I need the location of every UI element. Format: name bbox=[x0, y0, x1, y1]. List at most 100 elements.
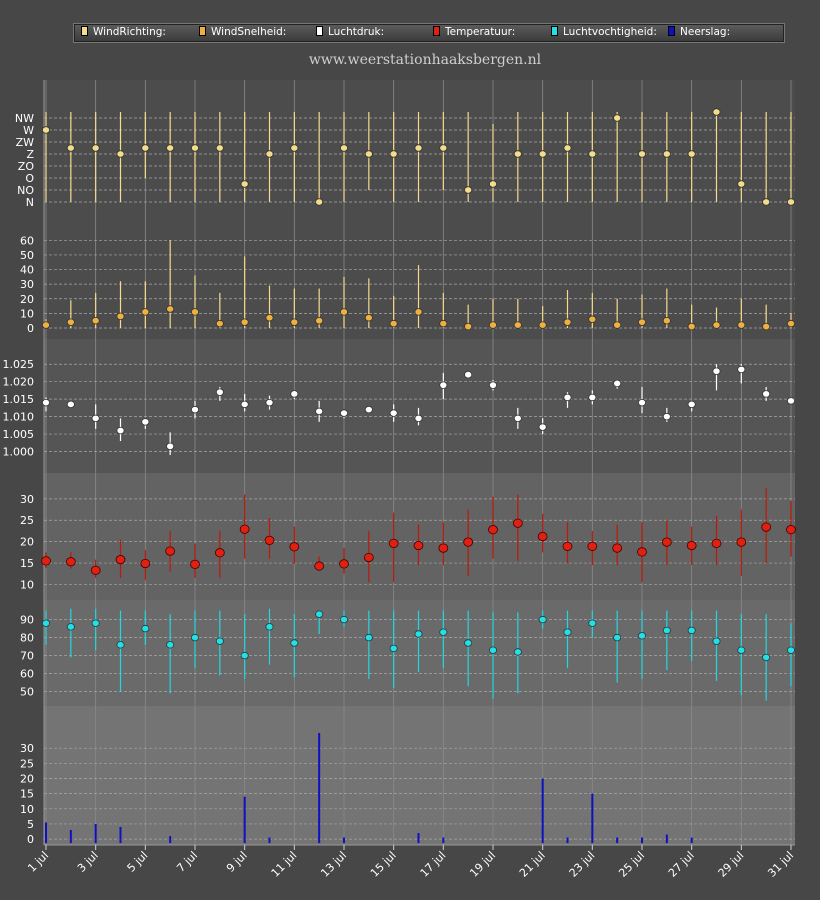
data-point bbox=[414, 414, 423, 423]
y-tick-label: 10 bbox=[20, 803, 34, 816]
data-point bbox=[364, 314, 373, 322]
data-point bbox=[91, 619, 100, 627]
data-point bbox=[563, 393, 572, 402]
y-tick-label: 10 bbox=[20, 578, 34, 591]
y-tick-label: 50 bbox=[20, 249, 34, 262]
data-point bbox=[190, 405, 199, 414]
precipitation-bar bbox=[94, 823, 97, 844]
legend-swatch bbox=[316, 26, 323, 36]
data-point bbox=[215, 388, 224, 396]
data-point bbox=[787, 646, 796, 654]
data-point bbox=[638, 632, 647, 640]
data-point bbox=[290, 144, 299, 152]
y-tick-label: 30 bbox=[20, 278, 34, 291]
data-point bbox=[787, 198, 796, 206]
data-point bbox=[488, 646, 497, 654]
legend-label: Temperatuur: bbox=[445, 26, 516, 38]
data-point bbox=[439, 144, 448, 152]
y-tick-label: 10 bbox=[20, 307, 34, 320]
data-point bbox=[413, 540, 424, 551]
y-tick-label: 1.000 bbox=[3, 446, 35, 459]
data-point bbox=[339, 308, 348, 316]
data-point bbox=[563, 318, 572, 326]
data-point bbox=[42, 398, 51, 407]
data-point bbox=[737, 365, 746, 374]
x-tick-label: 29 jul bbox=[716, 849, 747, 880]
data-point bbox=[762, 390, 771, 398]
data-point bbox=[65, 557, 76, 567]
data-point bbox=[737, 321, 746, 329]
legend-label: WindRichting: bbox=[93, 26, 166, 38]
data-point bbox=[712, 108, 721, 116]
legend-swatch bbox=[551, 26, 558, 36]
data-point bbox=[339, 615, 348, 624]
data-point bbox=[339, 144, 348, 152]
data-point bbox=[91, 414, 100, 423]
precipitation-bar bbox=[442, 837, 445, 844]
precipitation-bar bbox=[119, 826, 122, 844]
data-point bbox=[66, 144, 75, 152]
legend-label: Luchtdruk: bbox=[328, 26, 385, 38]
legend-swatch bbox=[199, 26, 206, 36]
legend-temperature: Temperatuur: bbox=[433, 26, 515, 38]
panel-background bbox=[44, 706, 795, 845]
y-tick-label: NW bbox=[15, 112, 34, 125]
y-tick-label: 1.025 bbox=[3, 358, 35, 371]
data-point bbox=[389, 644, 398, 653]
data-point bbox=[315, 316, 324, 325]
data-point bbox=[141, 308, 150, 316]
x-tick-label: 21 jul bbox=[517, 849, 548, 880]
data-point bbox=[140, 558, 151, 569]
data-point bbox=[91, 316, 100, 325]
precipitation-bar bbox=[616, 837, 619, 844]
data-point bbox=[712, 321, 721, 329]
data-point bbox=[215, 637, 224, 645]
data-point bbox=[265, 398, 274, 407]
legend: WindRichting: WindSnelheid: Luchtdruk: T… bbox=[74, 24, 784, 42]
x-tick-label: 31 jul bbox=[765, 849, 796, 880]
data-point bbox=[588, 393, 597, 402]
data-point bbox=[613, 114, 622, 122]
data-point bbox=[463, 537, 474, 547]
y-tick-label: N bbox=[26, 196, 34, 209]
data-point bbox=[141, 624, 150, 633]
y-tick-label: 1.005 bbox=[3, 428, 35, 441]
y-tick-label: 1.020 bbox=[3, 376, 35, 389]
precipitation-bar bbox=[243, 796, 246, 844]
y-tick-label: 70 bbox=[20, 650, 34, 663]
x-tick-label: 19 jul bbox=[467, 849, 498, 880]
data-point bbox=[116, 426, 125, 435]
data-point bbox=[662, 412, 671, 421]
data-point bbox=[588, 150, 597, 158]
data-point bbox=[91, 144, 100, 152]
data-point bbox=[141, 418, 150, 426]
data-point bbox=[66, 400, 75, 409]
data-point bbox=[711, 538, 722, 548]
data-point bbox=[414, 308, 423, 316]
legend-swatch bbox=[81, 26, 88, 36]
data-point bbox=[42, 321, 51, 329]
legend-precipitation: Neerslag: bbox=[668, 26, 730, 38]
data-point bbox=[166, 442, 175, 450]
precipitation-bar bbox=[417, 833, 420, 844]
data-point bbox=[512, 518, 523, 528]
data-point bbox=[240, 318, 249, 326]
data-point bbox=[214, 548, 225, 558]
data-point bbox=[488, 525, 498, 535]
data-point bbox=[166, 641, 175, 649]
data-point bbox=[315, 610, 324, 618]
data-point bbox=[464, 371, 473, 379]
data-point bbox=[42, 619, 51, 627]
precipitation-bar bbox=[45, 822, 47, 844]
data-point bbox=[588, 619, 597, 627]
y-tick-label: 30 bbox=[20, 742, 34, 755]
data-point bbox=[439, 381, 448, 389]
data-point bbox=[116, 641, 125, 649]
data-point bbox=[339, 409, 348, 417]
x-tick-label: 27 jul bbox=[666, 849, 697, 880]
data-point bbox=[389, 409, 398, 417]
y-tick-label: 15 bbox=[20, 557, 34, 570]
y-tick-label: 40 bbox=[20, 264, 34, 277]
data-point bbox=[712, 367, 721, 375]
data-point bbox=[240, 400, 249, 409]
